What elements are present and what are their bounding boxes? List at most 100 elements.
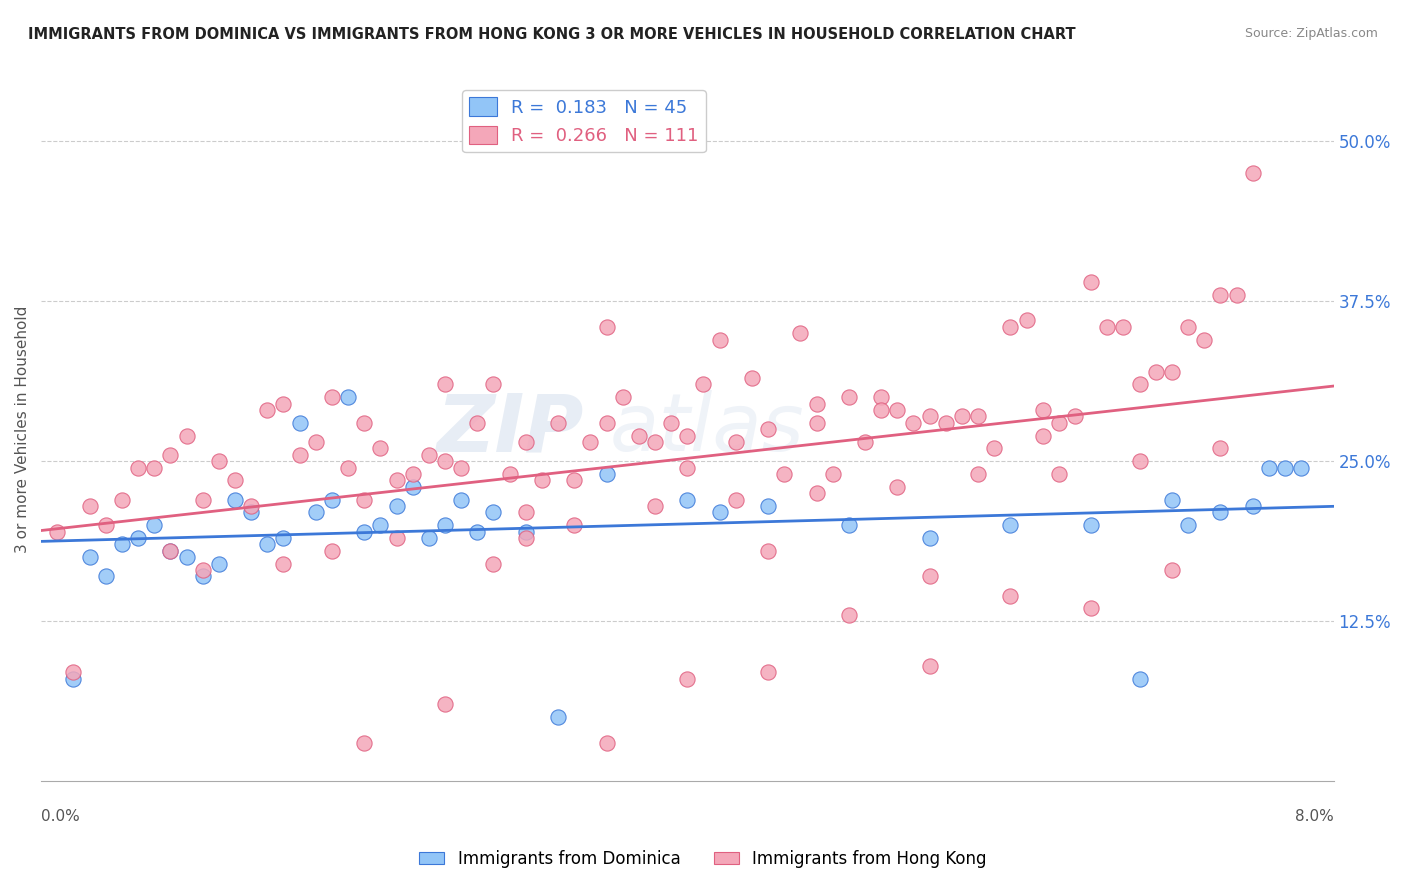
Point — [709, 333, 731, 347]
Point — [353, 492, 375, 507]
Point — [127, 460, 149, 475]
Point — [256, 403, 278, 417]
Point — [789, 326, 811, 341]
Point — [709, 505, 731, 519]
Point — [191, 569, 214, 583]
Point — [870, 390, 893, 404]
Point — [288, 416, 311, 430]
Point — [159, 448, 181, 462]
Point — [967, 467, 990, 481]
Point — [838, 607, 860, 622]
Point — [273, 557, 295, 571]
Point — [644, 499, 666, 513]
Point — [1209, 288, 1232, 302]
Point — [1000, 589, 1022, 603]
Y-axis label: 3 or more Vehicles in Household: 3 or more Vehicles in Household — [15, 306, 30, 553]
Point — [950, 409, 973, 424]
Point — [1241, 166, 1264, 180]
Point — [433, 518, 456, 533]
Point — [967, 409, 990, 424]
Point — [1015, 313, 1038, 327]
Point — [547, 416, 569, 430]
Point — [482, 377, 505, 392]
Point — [1289, 460, 1312, 475]
Point — [1274, 460, 1296, 475]
Point — [498, 467, 520, 481]
Point — [1241, 499, 1264, 513]
Point — [433, 377, 456, 392]
Point — [273, 397, 295, 411]
Text: 0.0%: 0.0% — [41, 809, 80, 824]
Point — [918, 569, 941, 583]
Point — [385, 474, 408, 488]
Point — [724, 435, 747, 450]
Point — [143, 460, 166, 475]
Point — [433, 698, 456, 712]
Point — [886, 403, 908, 417]
Point — [676, 492, 699, 507]
Point — [724, 492, 747, 507]
Point — [1032, 428, 1054, 442]
Point — [562, 474, 585, 488]
Point — [159, 543, 181, 558]
Point — [515, 524, 537, 539]
Point — [756, 499, 779, 513]
Point — [903, 416, 925, 430]
Point — [143, 518, 166, 533]
Point — [482, 505, 505, 519]
Text: Source: ZipAtlas.com: Source: ZipAtlas.com — [1244, 27, 1378, 40]
Point — [1177, 518, 1199, 533]
Point — [94, 518, 117, 533]
Point — [1080, 518, 1102, 533]
Point — [935, 416, 957, 430]
Point — [337, 460, 360, 475]
Point — [273, 531, 295, 545]
Point — [595, 467, 617, 481]
Point — [224, 474, 246, 488]
Point — [821, 467, 844, 481]
Point — [676, 672, 699, 686]
Point — [853, 435, 876, 450]
Point — [337, 390, 360, 404]
Point — [1047, 467, 1070, 481]
Point — [806, 397, 828, 411]
Point — [579, 435, 602, 450]
Legend: R =  0.183   N = 45, R =  0.266   N = 111: R = 0.183 N = 45, R = 0.266 N = 111 — [463, 90, 706, 153]
Point — [370, 518, 392, 533]
Point — [433, 454, 456, 468]
Point — [1144, 365, 1167, 379]
Point — [1161, 563, 1184, 577]
Point — [191, 563, 214, 577]
Point — [983, 442, 1005, 456]
Point — [159, 543, 181, 558]
Text: atlas: atlas — [610, 390, 804, 468]
Point — [515, 531, 537, 545]
Point — [1129, 454, 1152, 468]
Point — [465, 524, 488, 539]
Point — [46, 524, 69, 539]
Point — [385, 531, 408, 545]
Point — [595, 416, 617, 430]
Point — [918, 658, 941, 673]
Point — [1000, 319, 1022, 334]
Point — [79, 550, 101, 565]
Text: 8.0%: 8.0% — [1295, 809, 1333, 824]
Point — [176, 428, 198, 442]
Point — [644, 435, 666, 450]
Point — [256, 537, 278, 551]
Point — [288, 448, 311, 462]
Point — [385, 499, 408, 513]
Point — [418, 531, 440, 545]
Point — [1257, 460, 1279, 475]
Point — [806, 416, 828, 430]
Point — [62, 665, 84, 680]
Point — [612, 390, 634, 404]
Point — [305, 435, 328, 450]
Point — [1047, 416, 1070, 430]
Point — [321, 390, 343, 404]
Point — [1129, 672, 1152, 686]
Point — [676, 460, 699, 475]
Point — [305, 505, 328, 519]
Point — [353, 736, 375, 750]
Point — [515, 435, 537, 450]
